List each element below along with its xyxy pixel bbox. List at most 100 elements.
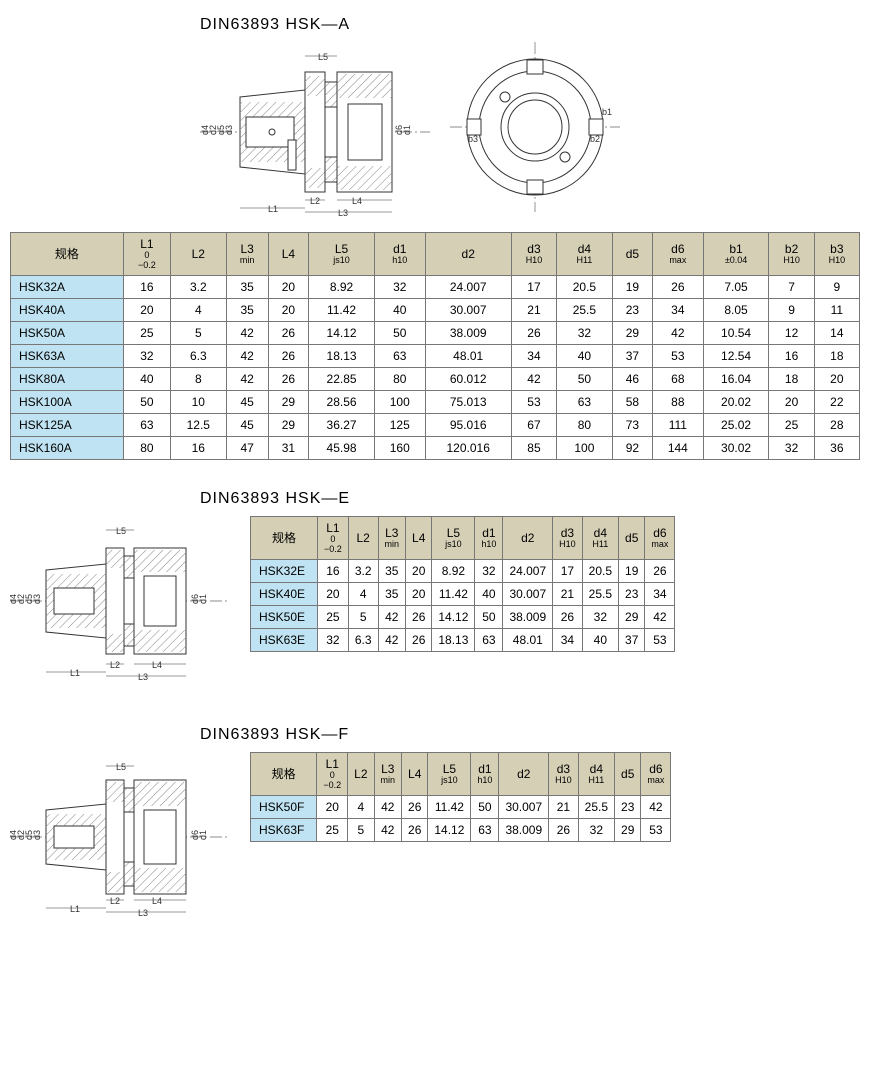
cell-d5: 73 xyxy=(612,413,652,436)
cell-d4: 80 xyxy=(557,413,613,436)
cell-d1: 63 xyxy=(475,628,503,651)
cell-L5: 11.42 xyxy=(432,582,475,605)
table-row: HSK40E204352011.424030.0072125.52334 xyxy=(251,582,675,605)
cell-L5: 14.12 xyxy=(432,605,475,628)
hsk-e-side-diagram: d2 d4 d5 d3 d1 d6 L5 L1 L2 L4 L3 xyxy=(10,516,230,686)
dim-d6: d6 xyxy=(394,125,404,135)
col-e-L5: L5js10 xyxy=(432,516,475,559)
cell-d2: 60.012 xyxy=(425,367,511,390)
hsk-f-table: 规格 L10−0.2 L2 L3min L4 L5js10 d1h10 d2 d… xyxy=(250,752,671,842)
cell-L1: 16 xyxy=(123,275,170,298)
col-L1: L10−0.2 xyxy=(123,233,170,276)
cell-d1: 40 xyxy=(475,582,503,605)
dim-L1: L1 xyxy=(268,204,278,214)
cell-L2: 10 xyxy=(170,390,226,413)
cell-L3: 42 xyxy=(226,344,268,367)
cell-d5: 46 xyxy=(612,367,652,390)
cell-d6: 111 xyxy=(653,413,704,436)
cell-d5: 23 xyxy=(619,582,645,605)
cell-L5: 14.12 xyxy=(309,321,375,344)
dim-f-L4: L4 xyxy=(152,896,162,906)
cell-d6: 42 xyxy=(641,795,671,818)
cell-L4: 26 xyxy=(268,321,308,344)
col-e-L1: L10−0.2 xyxy=(318,516,349,559)
col-f-d3: d3H10 xyxy=(549,752,579,795)
dim-d4: d4 xyxy=(200,125,210,135)
dim-e-L1: L1 xyxy=(70,668,80,678)
dim-L3: L3 xyxy=(338,208,348,218)
cell-d5: 23 xyxy=(612,298,652,321)
dim-f-L3: L3 xyxy=(138,908,148,918)
col-d2: d2 xyxy=(425,233,511,276)
cell-b2: 32 xyxy=(769,436,814,459)
cell-L1: 32 xyxy=(318,628,349,651)
dim-e-d4: d4 xyxy=(10,594,18,604)
cell-L4: 31 xyxy=(268,436,308,459)
cell-L1: 63 xyxy=(123,413,170,436)
cell-d2: 120.016 xyxy=(425,436,511,459)
dim-f-L2: L2 xyxy=(110,896,120,906)
dim-f-d4: d4 xyxy=(10,830,18,840)
cell-L4: 26 xyxy=(268,367,308,390)
cell-L4: 20 xyxy=(268,275,308,298)
cell-b1: 20.02 xyxy=(703,390,769,413)
table-row: HSK160A8016473145.98160120.0168510092144… xyxy=(11,436,860,459)
dim-L5: L5 xyxy=(318,52,328,62)
section-e-row: d2 d4 d5 d3 d1 d6 L5 L1 L2 L4 L3 规格 L10−… xyxy=(10,516,860,686)
cell-d1: 80 xyxy=(374,367,425,390)
cell-L5: 22.85 xyxy=(309,367,375,390)
table-row: HSK100A5010452928.5610075.0135363588820.… xyxy=(11,390,860,413)
cell-d2: 30.007 xyxy=(499,795,549,818)
cell-L2: 5 xyxy=(348,818,374,841)
dim-f-d6: d6 xyxy=(190,830,200,840)
cell-d5: 19 xyxy=(612,275,652,298)
cell-b3: 9 xyxy=(814,275,859,298)
cell-L2: 4 xyxy=(348,795,374,818)
cell-d3: 26 xyxy=(511,321,556,344)
col-d3: d3H10 xyxy=(511,233,556,276)
cell-b3: 36 xyxy=(814,436,859,459)
cell-d5: 23 xyxy=(615,795,641,818)
cell-L1: 20 xyxy=(123,298,170,321)
cell-b1: 10.54 xyxy=(703,321,769,344)
hsk-a-table: 规格 L10−0.2 L2 L3min L4 L5js10 d1h10 d2 d… xyxy=(10,232,860,460)
cell-L5: 11.42 xyxy=(309,298,375,321)
cell-d4: 25.5 xyxy=(557,298,613,321)
cell-L5: 11.42 xyxy=(428,795,471,818)
col-d4: d4H11 xyxy=(557,233,613,276)
cell-d2: 48.01 xyxy=(425,344,511,367)
cell-L5: 14.12 xyxy=(428,818,471,841)
cell-L3: 47 xyxy=(226,436,268,459)
cell-d6: 34 xyxy=(645,582,675,605)
cell-d6: 34 xyxy=(653,298,704,321)
cell-L3: 42 xyxy=(226,367,268,390)
cell-L2: 5 xyxy=(348,605,378,628)
cell-b2: 12 xyxy=(769,321,814,344)
cell-d3: 42 xyxy=(511,367,556,390)
cell-L1: 20 xyxy=(318,582,349,605)
cell-L1: 25 xyxy=(123,321,170,344)
hsk-f-header-row: 规格 L10−0.2 L2 L3min L4 L5js10 d1h10 d2 d… xyxy=(251,752,671,795)
cell-d4: 63 xyxy=(557,390,613,413)
col-f-d4: d4H11 xyxy=(578,752,614,795)
table-row: HSK80A408422622.858060.0124250466816.041… xyxy=(11,367,860,390)
cell-d3: 21 xyxy=(511,298,556,321)
cell-b3: 22 xyxy=(814,390,859,413)
cell-L3: 42 xyxy=(378,605,406,628)
cell-L3: 45 xyxy=(226,413,268,436)
dim-b3: b3 xyxy=(468,134,478,144)
cell-L2: 3.2 xyxy=(348,559,378,582)
cell-d3: 53 xyxy=(511,390,556,413)
row-spec: HSK125A xyxy=(11,413,124,436)
cell-d4: 40 xyxy=(557,344,613,367)
cell-d2: 95.016 xyxy=(425,413,511,436)
cell-L4: 26 xyxy=(406,605,432,628)
cell-L3: 42 xyxy=(378,628,406,651)
dim-d3: d3 xyxy=(224,125,234,135)
section-a-diagrams: d2 d4 d5 d3 d1 d6 L5 L1 L2 L4 L3 xyxy=(200,42,860,222)
cell-b2: 9 xyxy=(769,298,814,321)
col-e-d1: d1h10 xyxy=(475,516,503,559)
cell-d1: 32 xyxy=(475,559,503,582)
dim-f-d3: d3 xyxy=(32,830,42,840)
section-f-row: d2 d4 d5 d3 d1 d6 L5 L1 L2 L4 L3 规格 L10−… xyxy=(10,752,860,922)
